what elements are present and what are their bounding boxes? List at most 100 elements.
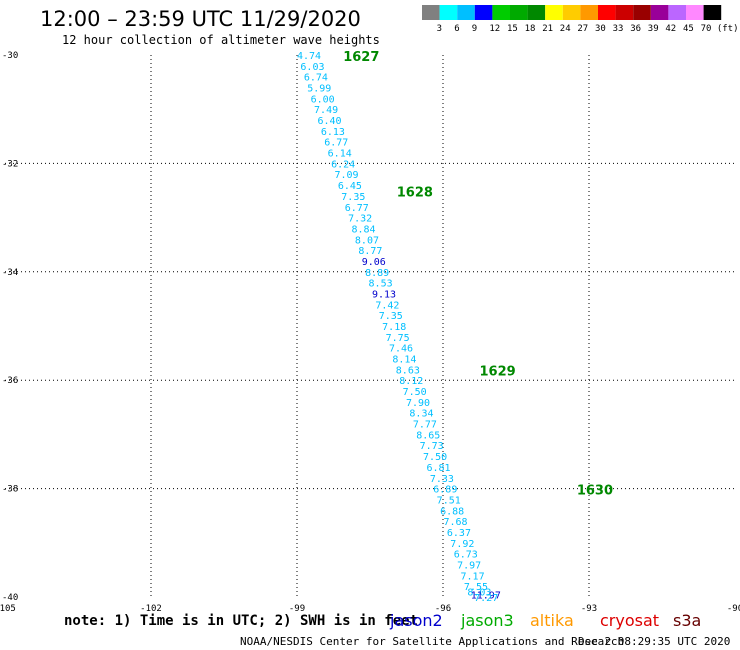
time-label: 1627 — [343, 50, 379, 65]
wave-height-value: 7.68 — [443, 517, 467, 528]
wave-height-value: 8.14 — [392, 355, 416, 366]
legend-label: 21 — [542, 24, 553, 34]
wave-height-value: 7.35 — [341, 192, 365, 203]
legend-swatch — [686, 5, 704, 20]
wave-height-value: 6.24 — [331, 159, 355, 170]
chart-subtitle: 12 hour collection of altimeter wave hei… — [62, 33, 380, 47]
wave-height-value: 7.50 — [403, 387, 427, 398]
wave-height-value: 7.18 — [382, 322, 406, 333]
legend-swatch — [510, 5, 528, 20]
time-label: 1628 — [397, 186, 433, 201]
legend-label: 15 — [507, 24, 518, 34]
wave-height-value: 7.32 — [348, 214, 372, 225]
wave-height-value: 6.00 — [311, 94, 335, 105]
legend-swatch — [545, 5, 563, 20]
x-tick-label: -99 — [289, 604, 305, 614]
legend-swatch — [439, 5, 458, 20]
wave-height-value: 6.14 — [328, 149, 352, 160]
legend-swatch — [422, 5, 440, 20]
y-tick-label: -40 — [2, 593, 18, 603]
legend-label: 42 — [665, 24, 676, 34]
wave-height-value: 5.99 — [307, 84, 331, 95]
legend-label: 27 — [577, 24, 588, 34]
y-tick-label: -36 — [2, 376, 18, 386]
wave-height-value: 7.50 — [423, 452, 447, 463]
wave-height-value: 8.53 — [369, 279, 393, 290]
wave-height-value: 8.12 — [399, 376, 423, 387]
wave-height-value: 8.03 — [467, 588, 491, 599]
satellite-s3a: s3a — [673, 611, 701, 630]
legend-swatch — [668, 5, 686, 20]
y-tick-label: -38 — [2, 485, 18, 495]
legend-label: 70 (ft) — [701, 24, 739, 34]
wave-height-value: 7.49 — [314, 105, 338, 116]
wave-height-value: 9.06 — [362, 257, 386, 268]
legend-label: 18 — [525, 24, 536, 34]
wave-height-value: 7.97 — [457, 560, 481, 571]
wave-height-points: 4.746.036.745.996.007.496.406.136.776.14… — [297, 51, 501, 604]
wave-height-value: 7.17 — [461, 571, 485, 582]
legend-label: 45 — [683, 24, 694, 34]
legend-label: 33 — [613, 24, 624, 34]
wave-height-value: 6.81 — [426, 463, 450, 474]
legend-swatch — [650, 5, 669, 20]
y-tick-label: -32 — [2, 159, 18, 169]
satellite-jason3: jason3 — [460, 611, 514, 630]
legend-label: 12 — [489, 24, 500, 34]
legend-label: 9 — [472, 24, 477, 34]
legend-swatch — [615, 5, 634, 20]
wave-height-value: 6.74 — [304, 73, 328, 84]
time-label: 1630 — [577, 484, 613, 499]
legend-swatch — [562, 5, 581, 20]
wave-height-value: 7.77 — [413, 420, 437, 431]
satellite-jason2: jason2 — [389, 611, 443, 630]
legend-swatch — [527, 5, 546, 20]
legend-label: 30 — [595, 24, 606, 34]
x-tick-label: -93 — [581, 604, 597, 614]
wave-height-value: 4.74 — [297, 51, 321, 62]
chart-title: 12:00 – 23:59 UTC 11/29/2020 — [40, 7, 361, 31]
wave-height-value: 7.46 — [389, 344, 413, 355]
x-tick-label: -105 — [0, 604, 16, 614]
legend-label: 6 — [454, 24, 459, 34]
y-tick-label: -30 — [2, 51, 18, 61]
wave-height-value: 7.75 — [386, 333, 410, 344]
legend-swatch — [703, 5, 722, 20]
color-legend: 3 6 9 12 15 18 21 24 27 30 33 36 39 42 45 70 (ft) — [422, 5, 739, 34]
wave-height-value: 7.92 — [450, 539, 474, 550]
satellite-legend: jason2 jason3 altika cryosat s3a — [389, 611, 701, 630]
satellite-altika: altika — [530, 611, 574, 630]
wave-height-value: 8.84 — [352, 224, 376, 235]
wave-height-value: 6.03 — [300, 62, 324, 73]
time-labels: 1627 1628 1629 1630 — [343, 50, 613, 499]
legend-label: 39 — [648, 24, 659, 34]
time-label: 1629 — [480, 364, 516, 379]
wave-height-value: 8.63 — [396, 365, 420, 376]
satellite-cryosat: cryosat — [600, 611, 659, 630]
x-tick-label: -96 — [435, 604, 451, 614]
wave-height-value: 7.27 — [474, 593, 498, 604]
x-tick-label: -102 — [140, 604, 162, 614]
wave-height-value: 7.42 — [375, 300, 399, 311]
wave-height-value: 7.33 — [430, 474, 454, 485]
wave-height-value: 6.73 — [454, 550, 478, 561]
wave-height-value: 7.55 — [464, 582, 488, 593]
legend-swatch — [457, 5, 475, 20]
legend-swatch — [492, 5, 510, 20]
wave-height-value: 6.45 — [338, 181, 362, 192]
wave-height-value: 7.35 — [379, 311, 403, 322]
wave-height-value: 7.51 — [437, 495, 461, 506]
wave-height-value: 8.34 — [409, 409, 433, 420]
wave-height-value: 6.13 — [321, 127, 345, 138]
wave-height-value: 6.40 — [317, 116, 341, 127]
legend-label: 36 — [630, 24, 641, 34]
wave-height-value: 6.77 — [324, 138, 348, 149]
legend-label: 3 — [437, 24, 442, 34]
legend-swatch — [598, 5, 616, 20]
wave-height-value: 6.77 — [345, 203, 369, 214]
x-tick-label: -90 — [727, 604, 740, 614]
wave-height-value: 8.77 — [358, 246, 382, 257]
legend-swatch — [580, 5, 598, 20]
wave-height-value: 8.07 — [355, 235, 379, 246]
